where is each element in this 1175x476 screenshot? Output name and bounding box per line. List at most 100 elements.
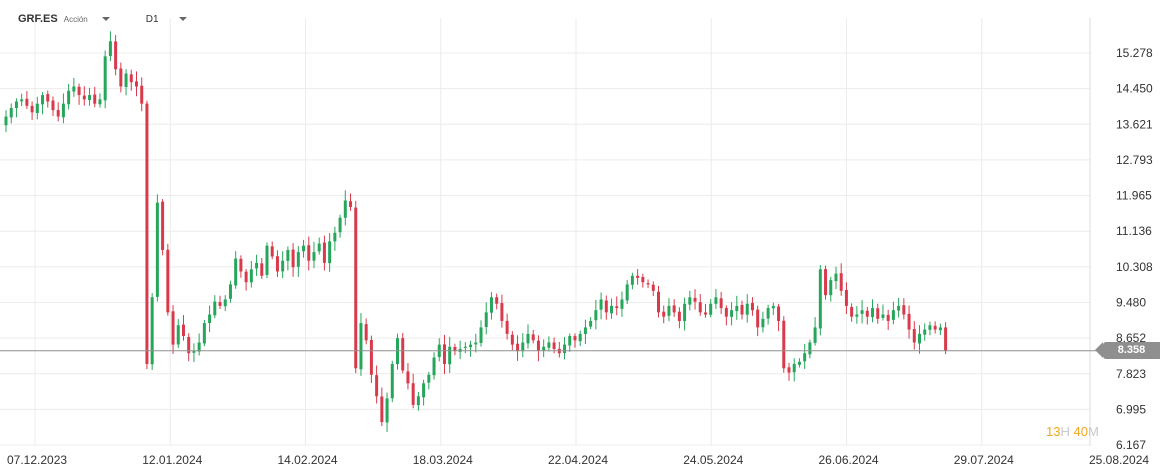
candle-body	[683, 303, 687, 322]
candle-body	[797, 361, 801, 365]
candle-body	[322, 242, 326, 263]
candle-body	[881, 314, 885, 318]
y-tick-label: 11.136	[1116, 224, 1152, 238]
candle-body	[610, 305, 614, 314]
candle-body	[223, 299, 227, 307]
candle-body	[855, 314, 859, 317]
timeframe-dropdown-icon[interactable]	[178, 17, 187, 21]
candle-body	[333, 232, 337, 242]
candle-body	[766, 308, 770, 319]
candle-body	[181, 324, 185, 337]
timeframe-label[interactable]: D1	[145, 13, 159, 25]
candle-body	[735, 305, 739, 312]
candle-body	[469, 344, 473, 348]
candle-body	[176, 325, 180, 345]
candle-body	[839, 273, 843, 291]
candle-body	[792, 363, 796, 373]
candle-body	[583, 327, 587, 335]
x-tick-label: 22.04.2024	[548, 453, 608, 467]
candle-body	[41, 95, 45, 105]
candle-body	[442, 344, 446, 364]
candle-body	[228, 284, 232, 299]
y-tick-label: 10.308	[1116, 260, 1153, 274]
y-tick-label: 14.450	[1116, 82, 1153, 96]
candle-body	[328, 241, 332, 264]
candle-body	[599, 299, 603, 310]
candle-body	[677, 311, 681, 321]
y-tick-label: 12.793	[1116, 153, 1153, 167]
candle-body	[260, 263, 264, 276]
candle-body	[897, 305, 901, 311]
candle-body	[161, 201, 165, 250]
candle-body	[129, 74, 133, 83]
candle-body	[56, 110, 60, 117]
candle-body	[416, 396, 420, 406]
x-tick-label: 14.02.2024	[278, 453, 338, 467]
candle-body	[474, 342, 478, 345]
countdown-hours-unit: H	[1060, 424, 1070, 439]
candle-body	[933, 325, 937, 330]
candle-body	[359, 323, 363, 370]
candle-body	[829, 280, 833, 296]
grid-lines	[0, 18, 1091, 446]
candles	[4, 31, 948, 432]
candle-body	[432, 357, 436, 376]
candle-body	[923, 329, 927, 335]
candle-body	[150, 297, 154, 365]
candle-body	[719, 298, 723, 309]
candle-body	[401, 338, 405, 371]
candle-body	[155, 202, 159, 297]
candle-body	[782, 320, 786, 369]
candle-body	[479, 327, 483, 343]
candle-body	[67, 90, 71, 105]
candle-body	[724, 307, 728, 317]
candle-body	[197, 342, 201, 352]
y-tick-label: 15.278	[1116, 46, 1153, 60]
candle-body	[135, 81, 138, 87]
candle-body	[886, 314, 890, 321]
candle-body	[296, 252, 300, 267]
candle-body	[698, 302, 702, 313]
candle-body	[615, 306, 619, 309]
candle-body	[14, 101, 18, 108]
symbol-label[interactable]: GRF.ES	[18, 13, 58, 25]
candle-body	[657, 291, 660, 313]
candle-body	[93, 94, 97, 104]
x-tick-label: 24.05.2024	[683, 453, 743, 467]
candle-body	[406, 371, 410, 384]
candle-body	[594, 310, 598, 321]
candle-body	[317, 243, 321, 252]
candle-body	[291, 249, 295, 268]
candle-body	[77, 86, 81, 96]
candle-body	[61, 103, 65, 118]
candle-body	[536, 340, 540, 352]
candle-body	[740, 304, 744, 315]
candle-body	[521, 342, 525, 352]
candle-body	[385, 398, 389, 423]
candle-body	[82, 95, 86, 100]
candle-body	[876, 308, 880, 319]
candle-body	[709, 303, 713, 315]
symbol-dropdown-icon[interactable]	[101, 17, 110, 21]
y-tick-label: 9.480	[1116, 295, 1146, 309]
candle-body	[552, 342, 556, 349]
candle-body	[35, 103, 39, 114]
candle-body	[312, 252, 316, 261]
y-tick-label: 8.652	[1116, 331, 1146, 345]
candle-body	[302, 245, 306, 252]
y-tick-label: 6.167	[1116, 438, 1146, 452]
candle-body	[166, 249, 170, 313]
candle-body	[531, 334, 535, 341]
candle-body	[542, 346, 546, 351]
candle-body	[9, 107, 13, 118]
candle-body	[103, 56, 107, 101]
x-tick-label: 18.03.2024	[413, 453, 473, 467]
candle-body	[928, 325, 932, 330]
candle-body	[411, 383, 415, 405]
candle-body	[761, 318, 765, 328]
candle-body	[51, 100, 55, 111]
candle-body	[453, 346, 457, 352]
candle-body	[484, 312, 488, 327]
candle-body	[510, 334, 514, 345]
